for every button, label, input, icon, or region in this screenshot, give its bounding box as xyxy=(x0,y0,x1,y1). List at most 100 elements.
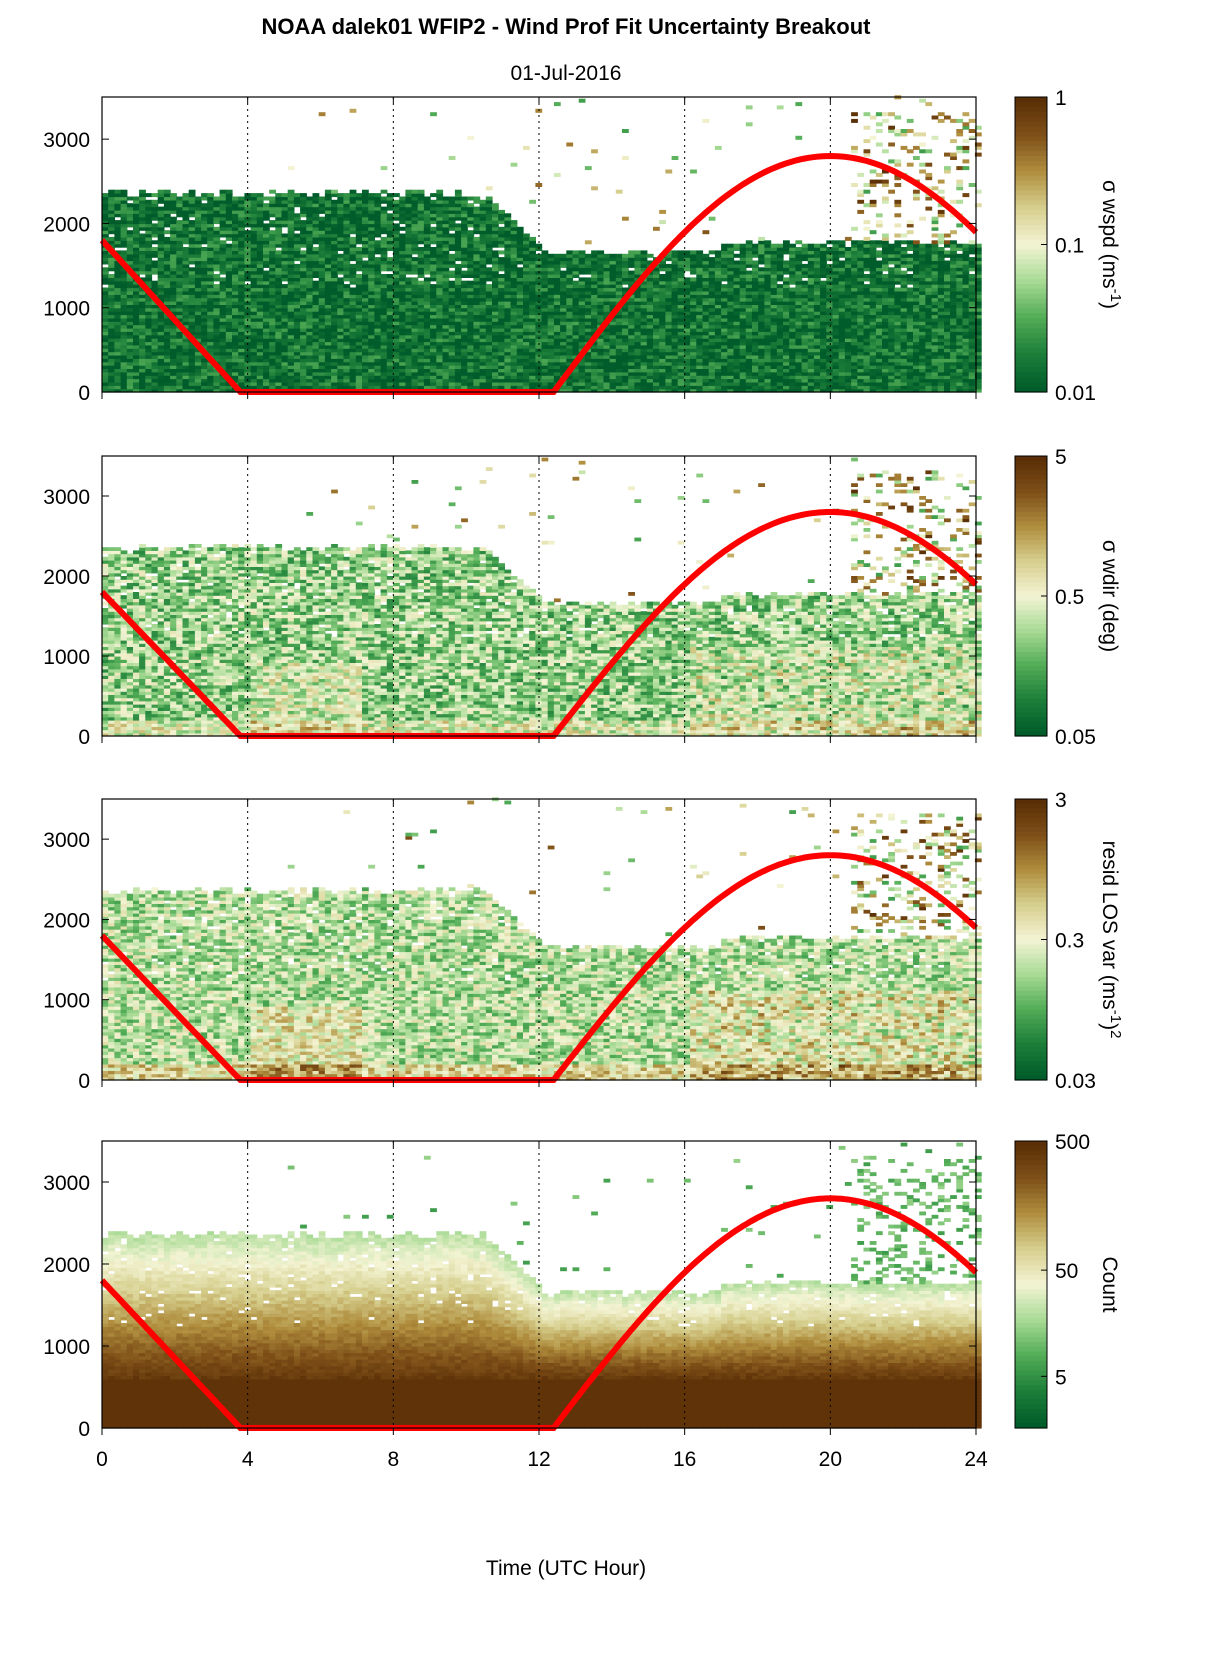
heatmap-cell xyxy=(405,311,413,316)
heatmap-cell xyxy=(256,267,264,272)
heatmap-cell xyxy=(374,304,382,309)
heatmap-cell xyxy=(238,378,245,383)
heatmap-cell xyxy=(176,209,184,214)
heatmap-cell xyxy=(287,230,295,235)
heatmap-cell xyxy=(188,196,196,201)
heatmap-cell xyxy=(461,199,468,204)
heatmap-cell xyxy=(442,284,450,289)
heatmap-cell xyxy=(349,220,357,225)
heatmap-cell xyxy=(386,358,394,363)
heatmap-cell xyxy=(479,243,487,248)
heatmap-cell xyxy=(256,290,264,295)
heatmap-cell xyxy=(207,324,214,329)
heatmap-cell xyxy=(331,233,338,238)
heatmap-cell xyxy=(213,354,221,359)
heatmap-cell xyxy=(182,358,190,363)
heatmap-cell xyxy=(287,311,295,316)
heatmap-cell xyxy=(349,290,357,295)
heatmap-cell xyxy=(157,307,165,312)
heatmap-cell xyxy=(312,385,320,390)
heatmap-cell xyxy=(417,354,425,359)
heatmap-cell xyxy=(287,267,295,272)
heatmap-cell xyxy=(225,304,233,309)
heatmap-cell xyxy=(362,220,369,225)
heatmap-cell xyxy=(188,388,196,393)
heatmap-cell xyxy=(448,348,456,353)
heatmap-cell xyxy=(312,368,320,373)
heatmap-cell xyxy=(182,341,190,346)
heatmap-cell xyxy=(479,213,487,218)
heatmap-cell xyxy=(170,358,177,363)
heatmap-cell xyxy=(355,321,363,326)
heatmap-cell xyxy=(417,358,425,363)
heatmap-cell xyxy=(213,334,221,339)
heatmap-cell xyxy=(293,274,301,278)
heatmap-cell xyxy=(151,240,159,245)
heatmap-cell xyxy=(405,334,413,339)
heatmap-cell xyxy=(399,203,406,208)
heatmap-cell xyxy=(436,311,444,316)
heatmap-cell xyxy=(504,274,512,278)
heatmap-cell xyxy=(374,381,382,386)
heatmap-cell xyxy=(133,236,140,241)
heatmap-cell xyxy=(102,348,109,353)
heatmap-cell xyxy=(139,344,146,349)
heatmap-cell xyxy=(151,358,159,363)
heatmap-cell xyxy=(479,311,487,316)
heatmap-cell xyxy=(312,304,320,309)
heatmap-cell xyxy=(405,338,413,343)
heatmap-cell xyxy=(182,240,190,245)
heatmap-cell xyxy=(399,371,406,376)
heatmap-cell xyxy=(343,311,351,316)
heatmap-cell xyxy=(176,307,184,312)
heatmap-cell xyxy=(207,243,214,248)
heatmap-cell xyxy=(523,334,530,339)
heatmap-cell xyxy=(182,196,190,201)
heatmap-cell xyxy=(133,223,140,228)
heatmap-cell xyxy=(151,284,159,289)
heatmap-cell xyxy=(108,324,115,329)
heatmap-cell xyxy=(510,294,518,299)
heatmap-cell xyxy=(145,301,153,305)
heatmap-cell xyxy=(269,287,276,292)
heatmap-cell xyxy=(139,351,146,356)
heatmap-cell xyxy=(393,199,400,204)
heatmap-cell xyxy=(516,294,524,299)
heatmap-cell xyxy=(151,233,159,238)
heatmap-cell xyxy=(139,294,146,299)
heatmap-cell xyxy=(157,216,165,221)
heatmap-cell xyxy=(343,240,351,245)
heatmap-cell xyxy=(479,314,487,319)
heatmap-cell xyxy=(275,368,283,373)
heatmap-cell xyxy=(157,324,165,329)
heatmap-cell xyxy=(362,290,369,295)
heatmap-cell xyxy=(535,368,543,373)
heatmap-cell xyxy=(139,270,146,275)
heatmap-cell xyxy=(324,247,332,251)
heatmap-cell xyxy=(485,223,493,228)
heatmap-cell xyxy=(213,260,221,265)
heatmap-cell xyxy=(312,240,320,245)
heatmap-cell xyxy=(386,361,394,366)
heatmap-cell xyxy=(293,233,301,238)
heatmap-cell xyxy=(324,314,332,319)
heatmap-cell xyxy=(244,196,252,201)
heatmap-cell xyxy=(386,206,394,211)
heatmap-cell xyxy=(368,247,375,251)
heatmap-cell xyxy=(232,263,239,268)
heatmap-cell xyxy=(293,196,301,201)
heatmap-cell xyxy=(133,371,140,376)
heatmap-cell xyxy=(405,213,413,218)
heatmap-cell xyxy=(176,263,184,268)
heatmap-cell xyxy=(244,223,252,228)
heatmap-cell xyxy=(572,307,580,312)
heatmap-cell xyxy=(362,196,369,201)
heatmap-cell xyxy=(163,375,171,380)
heatmap-cell xyxy=(250,243,258,248)
heatmap-cell xyxy=(306,365,314,369)
heatmap-cell xyxy=(269,290,276,295)
heatmap-cell xyxy=(448,226,456,231)
heatmap-cell xyxy=(473,358,481,363)
heatmap-cell xyxy=(133,351,140,356)
heatmap-cell xyxy=(232,311,239,316)
